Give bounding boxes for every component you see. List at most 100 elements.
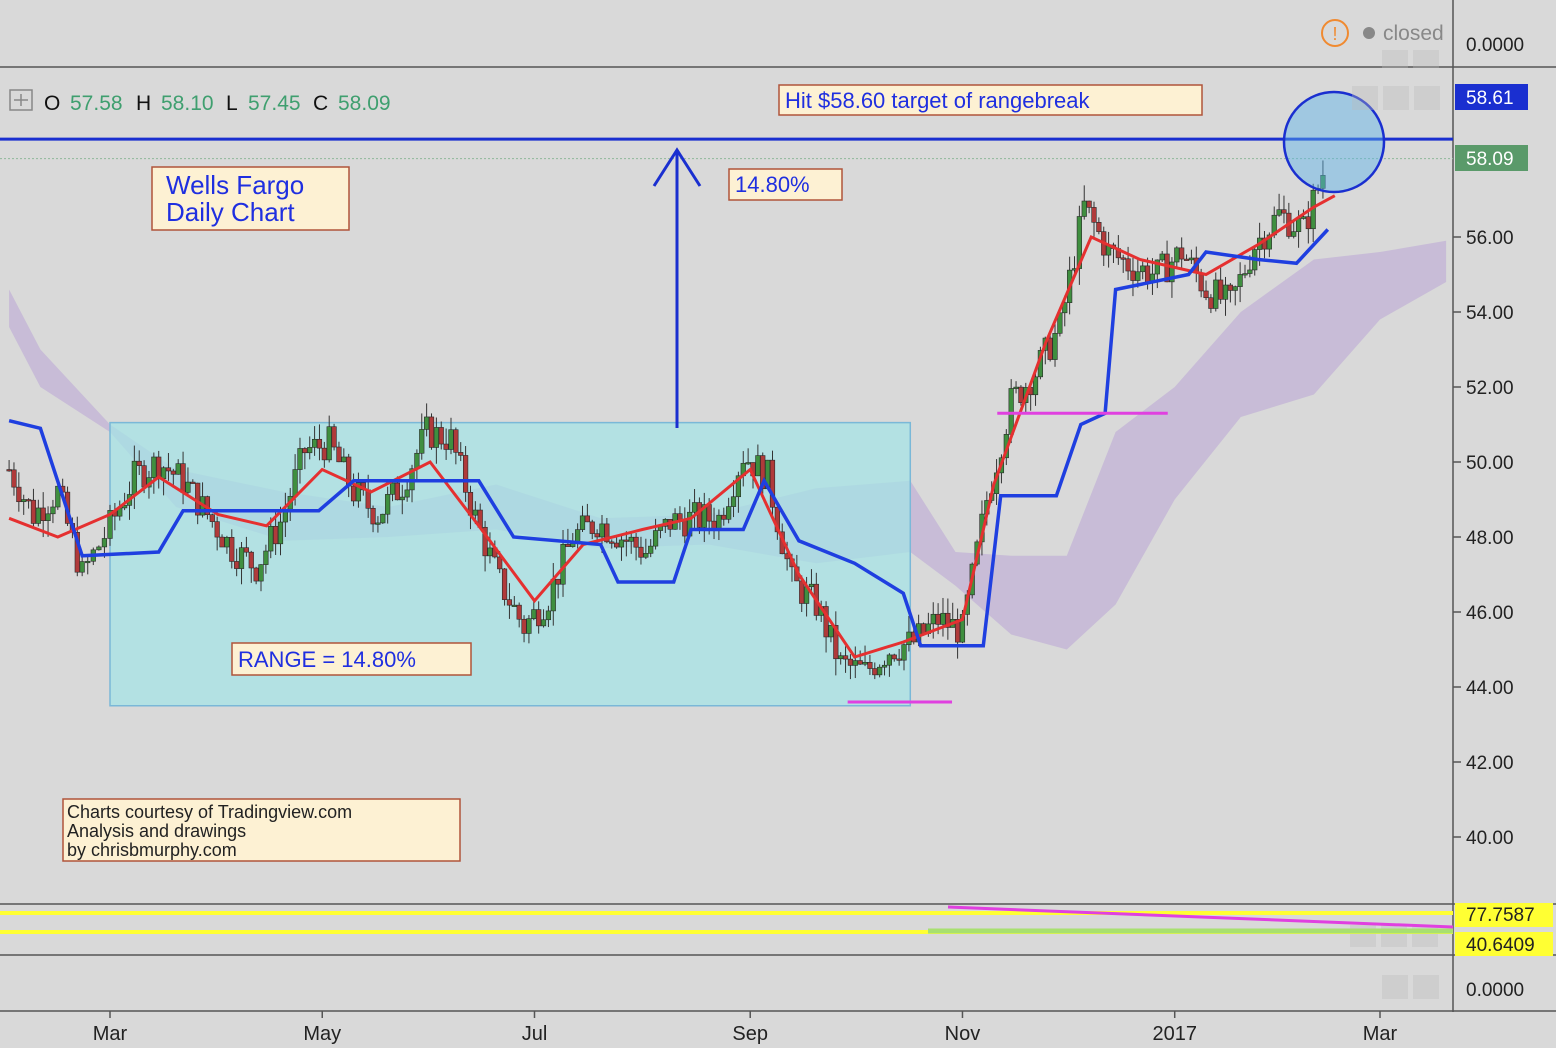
candle: [1135, 257, 1141, 288]
svg-text:14.80%: 14.80%: [735, 172, 810, 197]
candle: [96, 545, 102, 551]
osc-upper-value: 77.7587: [1466, 905, 1535, 926]
candle: [21, 494, 27, 515]
candle: [1203, 280, 1209, 301]
y-tick-label: 40.00: [1466, 828, 1514, 849]
candle: [462, 446, 469, 502]
candle: [940, 597, 946, 637]
svg-text:Wells Fargo: Wells Fargo: [166, 170, 304, 200]
candle: [1032, 370, 1039, 406]
credit-annotation: Charts courtesy of Tradingview.com Analy…: [62, 798, 461, 862]
ohlc-open-value: 57.58: [70, 92, 123, 115]
candle: [1281, 195, 1287, 224]
candle: [336, 441, 342, 463]
support-lines: [847, 411, 1168, 704]
scroll-down-icon[interactable]: [1381, 925, 1407, 947]
candle: [136, 450, 142, 476]
candle: [165, 453, 172, 481]
collapse-icon[interactable]: [1412, 925, 1438, 947]
x-tick-label: May: [303, 1023, 341, 1045]
candle: [453, 427, 459, 465]
candle: [643, 538, 649, 560]
candle: [238, 541, 245, 585]
svg-text:Analysis and drawings: Analysis and drawings: [67, 821, 246, 841]
x-tick-label: Sep: [732, 1023, 768, 1045]
collapse-icon[interactable]: [1413, 975, 1439, 999]
warning-icon[interactable]: [1321, 19, 1349, 47]
candle: [1159, 250, 1165, 263]
candle: [1130, 257, 1136, 297]
candle: [536, 601, 542, 634]
candle: [842, 646, 849, 673]
candle: [263, 544, 269, 574]
scroll-up-icon[interactable]: [1382, 50, 1408, 68]
ohlc-header: O 57.58 H 58.10 L 57.45 C 58.09: [9, 89, 391, 115]
candle: [1052, 322, 1058, 367]
y-tick-label: 46.00: [1466, 603, 1514, 624]
scroll-up-icon[interactable]: [1350, 925, 1376, 947]
y-tick-label: 54.00: [1466, 303, 1514, 324]
time-axis: Mar May Jul Sep Nov 2017 Mar: [93, 1011, 1398, 1045]
scale-buttons[interactable]: [1350, 50, 1440, 999]
candle: [1140, 261, 1146, 280]
svg-text:RANGE = 14.80%: RANGE = 14.80%: [238, 647, 416, 672]
candle: [930, 602, 936, 639]
candle: [16, 472, 22, 512]
candle: [1183, 254, 1190, 261]
candle: [370, 505, 376, 533]
candle: [482, 520, 488, 572]
candle: [50, 499, 56, 524]
candle: [730, 480, 737, 518]
ohlc-low-label: L: [226, 92, 238, 115]
candle: [1310, 183, 1316, 243]
scroll-up-icon[interactable]: [1352, 86, 1378, 110]
candle: [877, 664, 883, 678]
svg-text:Charts courtesy of Tradingview: Charts courtesy of Tradingview.com: [67, 802, 352, 822]
candle: [85, 554, 91, 575]
candle: [277, 506, 284, 556]
svg-text:58.61: 58.61: [1466, 88, 1514, 109]
candle: [584, 503, 590, 523]
candle: [609, 539, 615, 549]
candle: [886, 653, 892, 677]
scroll-up-icon[interactable]: [1382, 975, 1408, 999]
candle: [6, 460, 12, 472]
x-tick-label: Jul: [522, 1023, 548, 1045]
expand-icon[interactable]: [9, 89, 33, 111]
candle: [307, 436, 313, 460]
candle: [258, 564, 264, 592]
candle: [209, 513, 215, 528]
top-axis-value: 0.0000: [1466, 35, 1524, 56]
range-projection-arrow: [652, 147, 702, 428]
candle: [618, 534, 625, 561]
bottom-axis-value: 0.0000: [1466, 980, 1524, 1001]
candle: [833, 611, 839, 676]
candle: [1237, 262, 1243, 303]
market-status: ! closed: [1321, 19, 1444, 47]
target-annotation: Hit $58.60 target of rangebreak: [778, 84, 1203, 116]
candle: [545, 605, 552, 628]
ohlc-high-label: H: [136, 92, 151, 115]
candle: [1291, 220, 1297, 239]
candle: [823, 601, 829, 653]
candle: [1081, 185, 1087, 220]
candle: [881, 660, 888, 676]
candle: [901, 643, 907, 671]
candle: [428, 413, 435, 450]
scroll-down-icon[interactable]: [1413, 50, 1439, 68]
candle: [316, 424, 323, 461]
candle: [1242, 264, 1248, 279]
candle: [419, 413, 425, 460]
candle: [1188, 249, 1195, 264]
y-tick-label: 42.00: [1466, 753, 1514, 774]
collapse-icon[interactable]: [1414, 86, 1440, 110]
y-tick-label: 52.00: [1466, 378, 1514, 399]
candle: [185, 467, 191, 497]
candle: [652, 518, 659, 550]
candle: [945, 598, 951, 640]
scroll-down-icon[interactable]: [1383, 86, 1409, 110]
ohlc-open-label: O: [44, 92, 60, 115]
candle: [1096, 217, 1102, 235]
candle: [355, 472, 362, 508]
